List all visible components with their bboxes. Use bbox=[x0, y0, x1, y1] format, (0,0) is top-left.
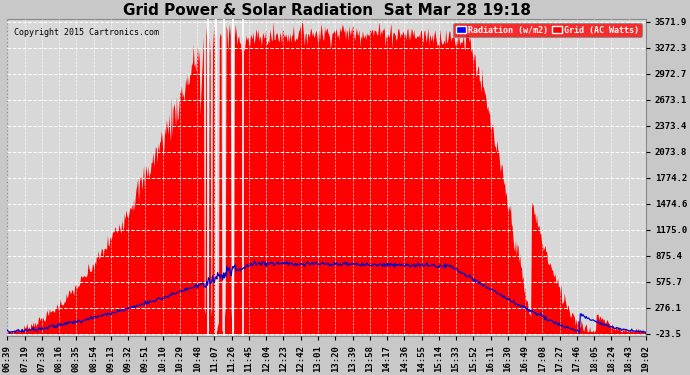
Legend: Radiation (w/m2), Grid (AC Watts): Radiation (w/m2), Grid (AC Watts) bbox=[453, 23, 642, 37]
Title: Grid Power & Solar Radiation  Sat Mar 28 19:18: Grid Power & Solar Radiation Sat Mar 28 … bbox=[123, 3, 531, 18]
Text: Copyright 2015 Cartronics.com: Copyright 2015 Cartronics.com bbox=[14, 28, 159, 38]
